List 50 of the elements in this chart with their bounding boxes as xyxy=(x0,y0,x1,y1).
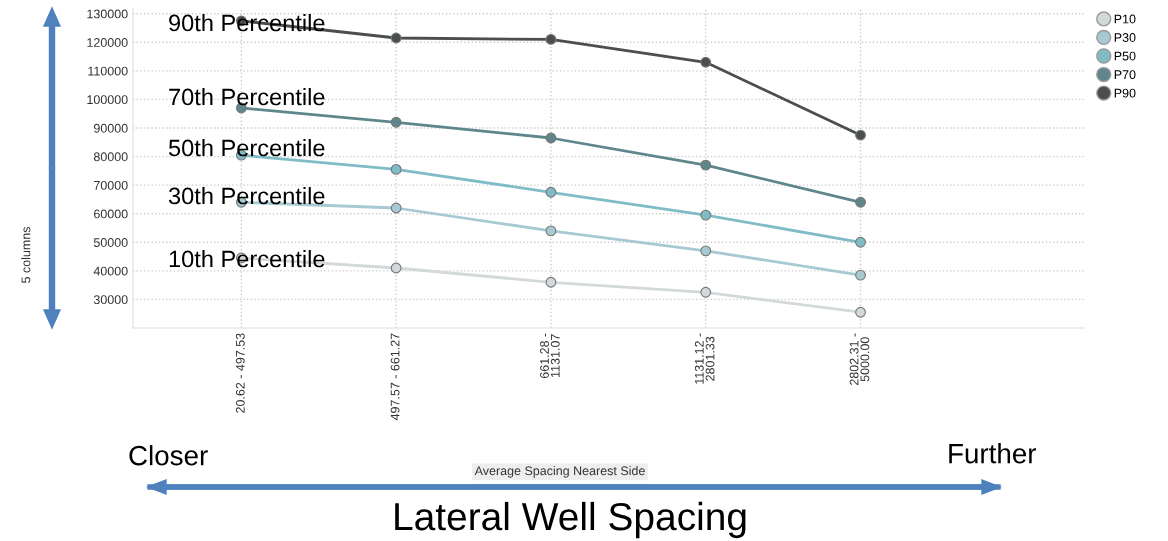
y-tick-label: 30000 xyxy=(93,295,128,305)
legend-label: P30 xyxy=(1114,33,1136,42)
y-tick-label: 80000 xyxy=(93,152,128,162)
y-tick-label: 130000 xyxy=(87,9,128,19)
point xyxy=(855,269,866,281)
point xyxy=(545,186,557,198)
point xyxy=(390,262,402,274)
legend-label: P10 xyxy=(1114,14,1136,24)
text: Further xyxy=(949,443,1037,464)
point xyxy=(700,286,712,298)
y-tick-label: 50000 xyxy=(93,238,128,247)
point xyxy=(390,32,402,44)
point xyxy=(545,132,557,144)
y-tick-label: 120000 xyxy=(87,38,128,47)
y-tick-label: 100000 xyxy=(87,95,128,105)
x-tick-label: 497.57 - 661.27 xyxy=(390,333,400,421)
legend-label: P90 xyxy=(1114,88,1136,98)
point xyxy=(700,159,712,171)
point xyxy=(700,245,712,257)
point xyxy=(390,164,402,175)
point xyxy=(855,306,866,318)
x-tick-label: 20.62 - 497.53 xyxy=(235,333,245,413)
text: Lateral Well Spacing xyxy=(395,501,746,539)
point xyxy=(855,129,866,141)
y-tick-label: 60000 xyxy=(94,209,128,219)
legend-label: P70 xyxy=(1114,70,1136,80)
point xyxy=(855,236,866,248)
text: Closer xyxy=(129,445,208,466)
y-tick-label: 90000 xyxy=(93,123,128,133)
x-tick-label: 661.28 - 1131.07 xyxy=(540,333,560,379)
point xyxy=(390,116,402,128)
text: 5 columns xyxy=(21,226,31,283)
annotation: 10th Percentile xyxy=(169,250,325,268)
point xyxy=(545,34,557,45)
y-tick-label: 40000 xyxy=(93,266,128,276)
annotation: 50th Percentile xyxy=(168,139,325,157)
point xyxy=(390,202,402,214)
x-tick-label: 1131.12 - 2801.33 xyxy=(694,333,715,384)
point xyxy=(700,209,712,221)
x-tick-label: 2802.31 - 5000.00 xyxy=(849,333,870,386)
annotation: 70th Percentile xyxy=(169,88,325,106)
point xyxy=(700,56,712,68)
point xyxy=(545,225,557,237)
y-tick-label: 110000 xyxy=(88,66,128,76)
annotation: 30th Percentile xyxy=(168,187,325,205)
legend-label: P50 xyxy=(1114,51,1136,61)
x-axis-title: Average Spacing Nearest Side xyxy=(474,466,645,478)
point xyxy=(855,196,866,208)
y-tick-label: 70000 xyxy=(94,180,128,190)
point xyxy=(545,276,557,288)
